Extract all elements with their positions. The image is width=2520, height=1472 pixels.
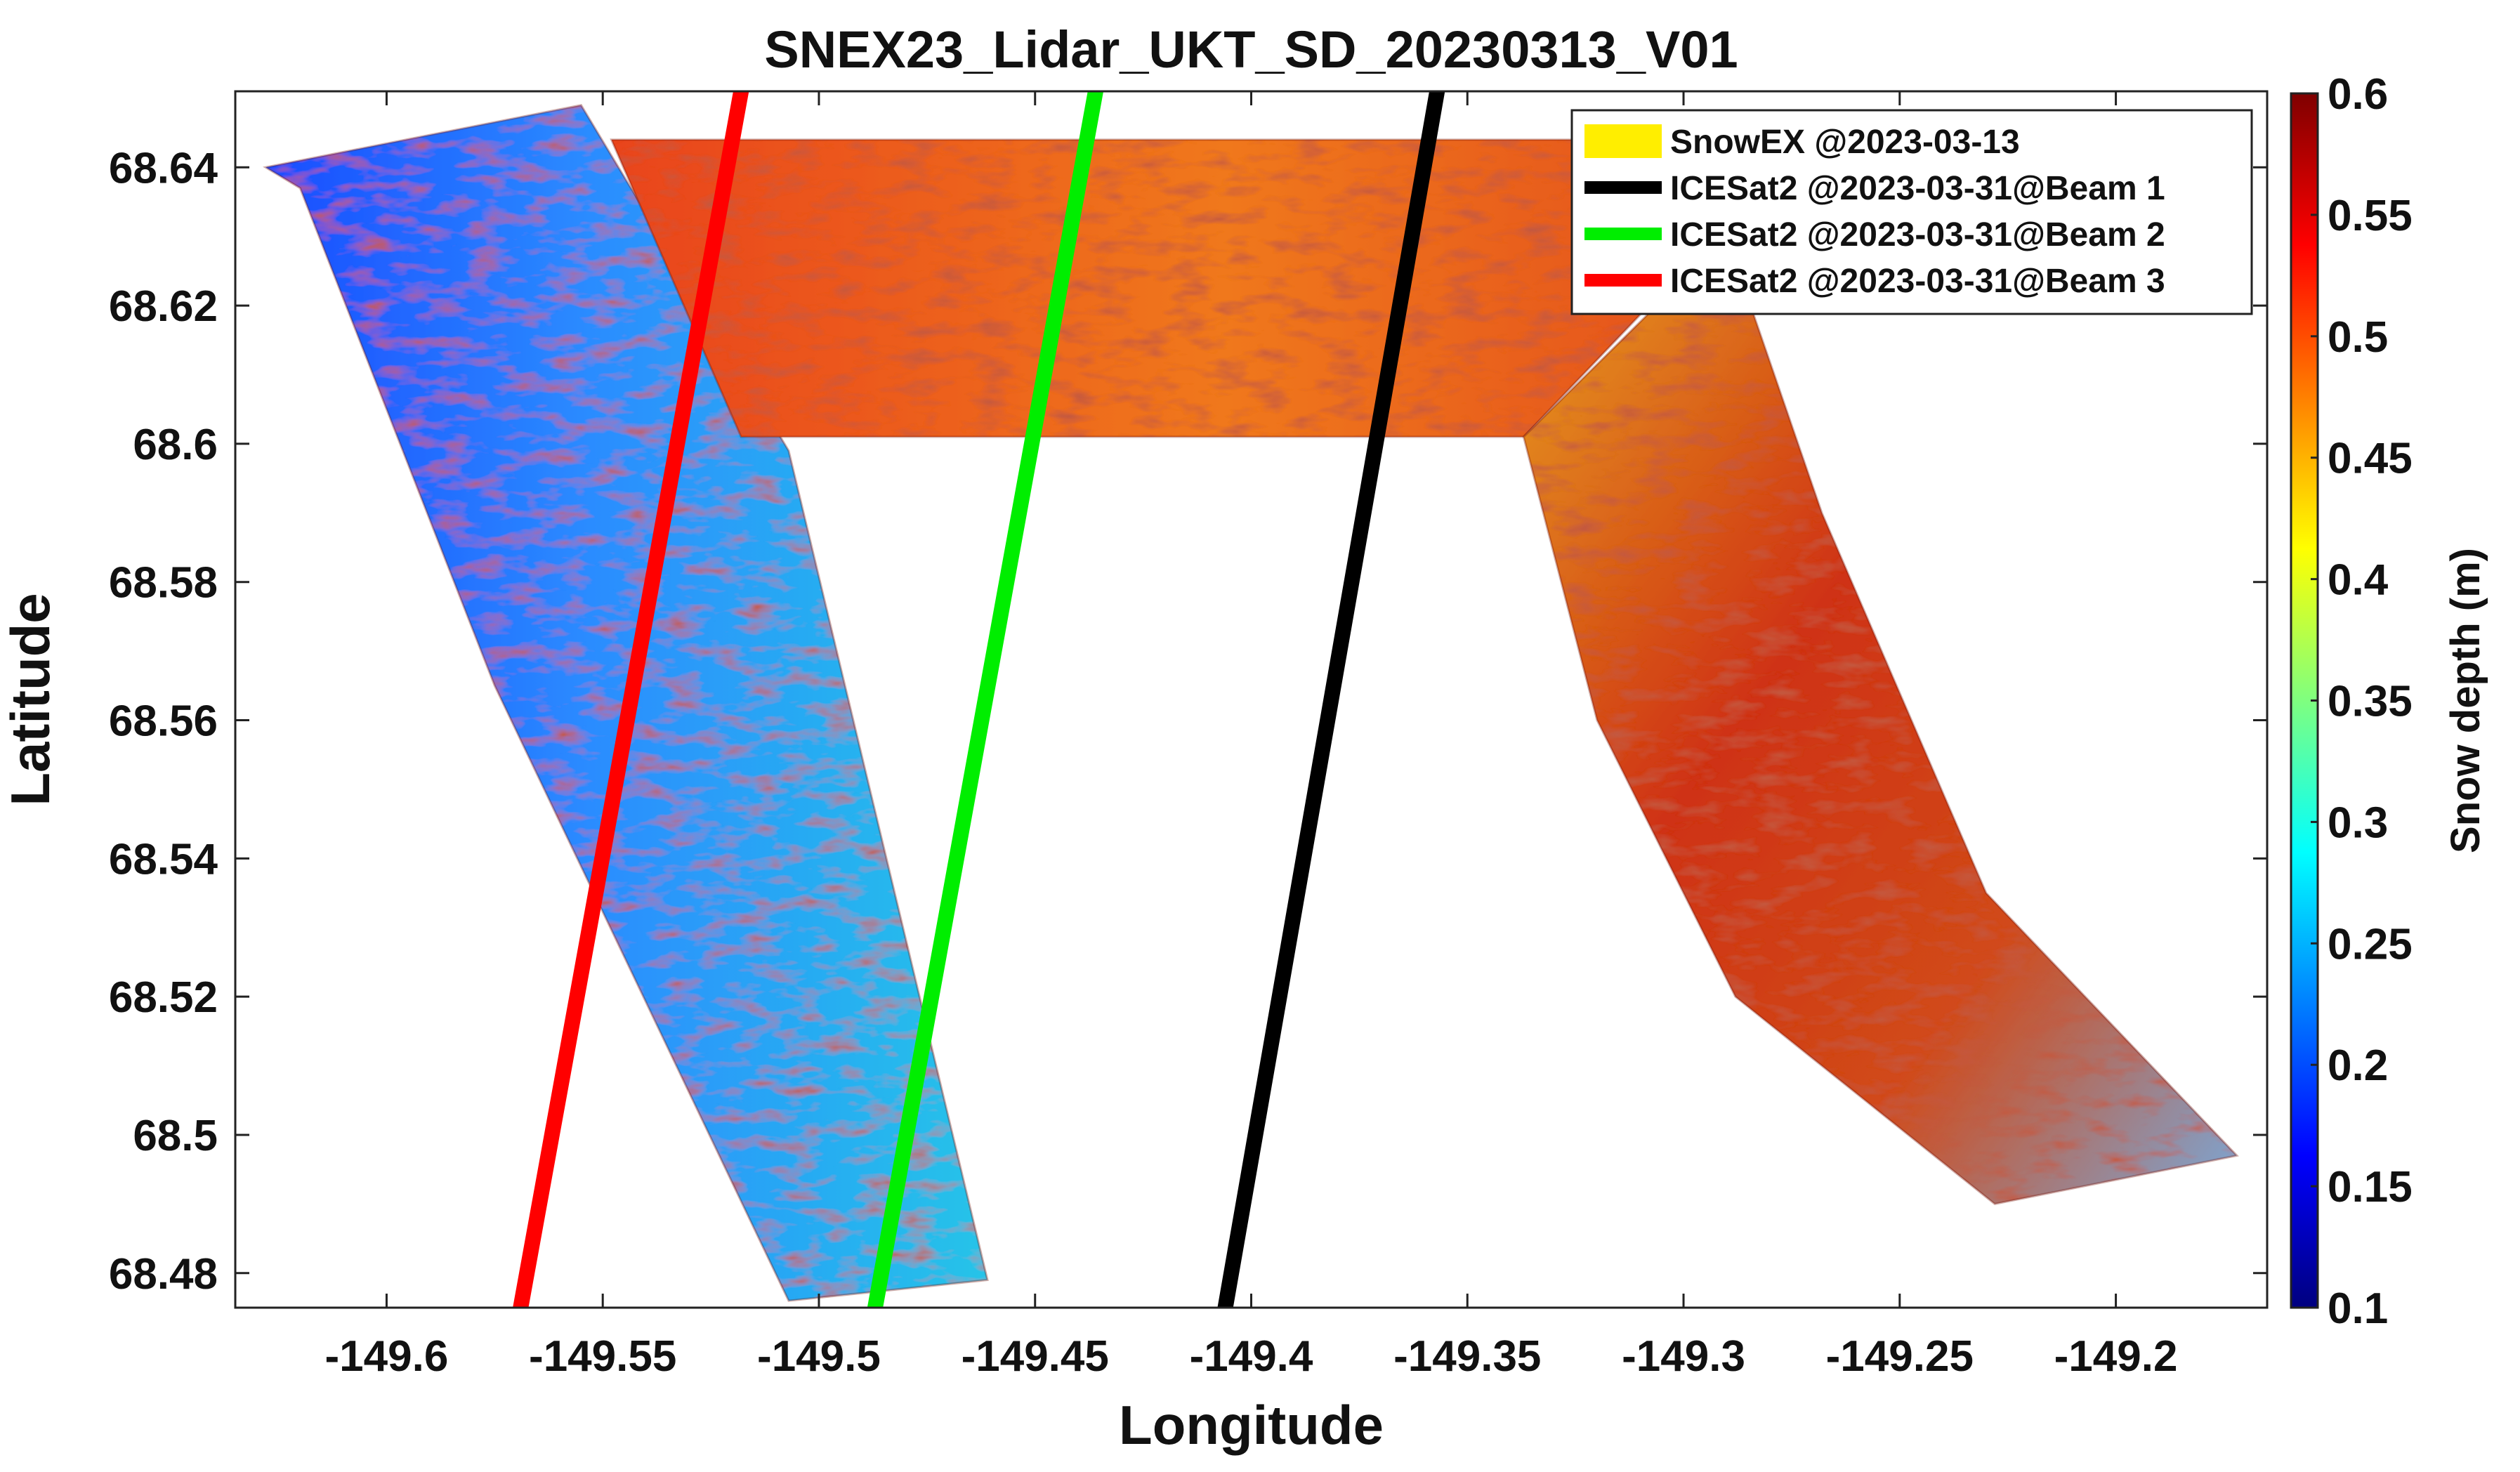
x-tick-label: -149.6 [325,1332,449,1381]
colorbar-tick-label: 0.1 [2328,1284,2388,1333]
x-tick-label: -149.2 [2054,1332,2178,1381]
x-tick-label: -149.25 [1826,1332,1974,1381]
legend-label: SnowEX @2023-03-13 [1670,124,2020,161]
x-tick-label: -149.35 [1393,1332,1541,1381]
x-axis-label: Longitude [1119,1394,1384,1456]
legend-entry: SnowEX @2023-03-13 [1584,124,2020,161]
raster-region-edge [262,104,989,1302]
colorbar-tick-label: 0.25 [2328,920,2413,968]
y-tick-label: 68.56 [109,697,218,746]
chart-title: SNEX23_Lidar_UKT_SD_20230313_V01 [764,20,1738,79]
plot-area [262,91,2239,1308]
icesat2-track [867,91,1103,1308]
y-tick-label: 68.52 [109,973,218,1022]
colorbar-tick-label: 0.35 [2328,678,2413,726]
icesat2-track [1217,91,1445,1308]
colorbar-tick-label: 0.2 [2328,1041,2388,1090]
icesat2-tracks [513,91,1445,1308]
colorbar-tick-label: 0.45 [2328,435,2413,483]
raster-region-edge [610,138,1728,438]
colorbar-tick-label: 0.55 [2328,192,2413,240]
x-axis-ticks: -149.6 -149.55 -149.5 -149.45 -149.4 -149.35 -… [325,91,2178,1381]
colorbar: 0.1 0.15 0.2 0.25 0.3 0.35 0.4 0.45 0.5 0.55 0.6 S… [2290,70,2488,1333]
y-axis-label: Latitude [0,593,61,806]
colorbar-tick-label: 0.15 [2328,1163,2413,1211]
x-tick-label: -149.55 [529,1332,676,1381]
y-tick-label: 68.58 [109,559,218,607]
legend-label: ICESat2 @2023-03-31@Beam 2 [1670,216,2165,254]
icesat2-track [513,91,749,1308]
y-tick-label: 68.6 [133,421,218,469]
legend-entry: ICESat2 @2023-03-31@Beam 2 [1584,216,2165,254]
y-tick-label: 68.48 [109,1250,218,1299]
legend-box [1570,109,2253,315]
y-tick-label: 68.62 [109,282,218,331]
x-tick-label: -149.4 [1190,1332,1313,1381]
legend-label: ICESat2 @2023-03-31@Beam 1 [1670,170,2165,207]
raster-region [1522,234,2239,1206]
y-tick-label: 68.5 [133,1112,218,1160]
colorbar-gradient [2290,92,2319,1309]
colorbar-tick-label: 0.3 [2328,799,2388,847]
legend-entry: ICESat2 @2023-03-31@Beam 1 [1584,170,2165,207]
raster-region-fill [1523,236,2237,1204]
y-tick-label: 68.64 [109,144,218,192]
x-tick-label: -149.45 [962,1332,1109,1381]
raster-region [610,138,1728,438]
raster-region-edge [1522,234,2239,1206]
colorbar-tick-label: 0.6 [2328,70,2388,119]
legend-label: ICESat2 @2023-03-31@Beam 3 [1670,263,2165,300]
legend: SnowEX @2023-03-13 ICESat2 @2023-03-31@Be… [1570,109,2253,315]
legend-swatch [1584,124,1662,158]
colorbar-ticks: 0.1 0.15 0.2 0.25 0.3 0.35 0.4 0.45 0.5 0.55 0.6 [2311,70,2413,1333]
colorbar-label: Snow depth (m) [2443,548,2488,853]
y-tick-label: 68.54 [109,835,218,883]
colorbar-tick-label: 0.4 [2328,556,2389,605]
y-axis-ticks: 68.48 68.5 68.52 68.54 68.56 68.58 68.6 68.62 68… [109,144,2267,1299]
colorbar-tick-label: 0.5 [2328,313,2388,362]
legend-entry: ICESat2 @2023-03-31@Beam 3 [1584,263,2165,300]
x-tick-label: -149.5 [757,1332,881,1381]
x-tick-label: -149.3 [1622,1332,1745,1381]
raster-region-fill [611,139,1727,437]
